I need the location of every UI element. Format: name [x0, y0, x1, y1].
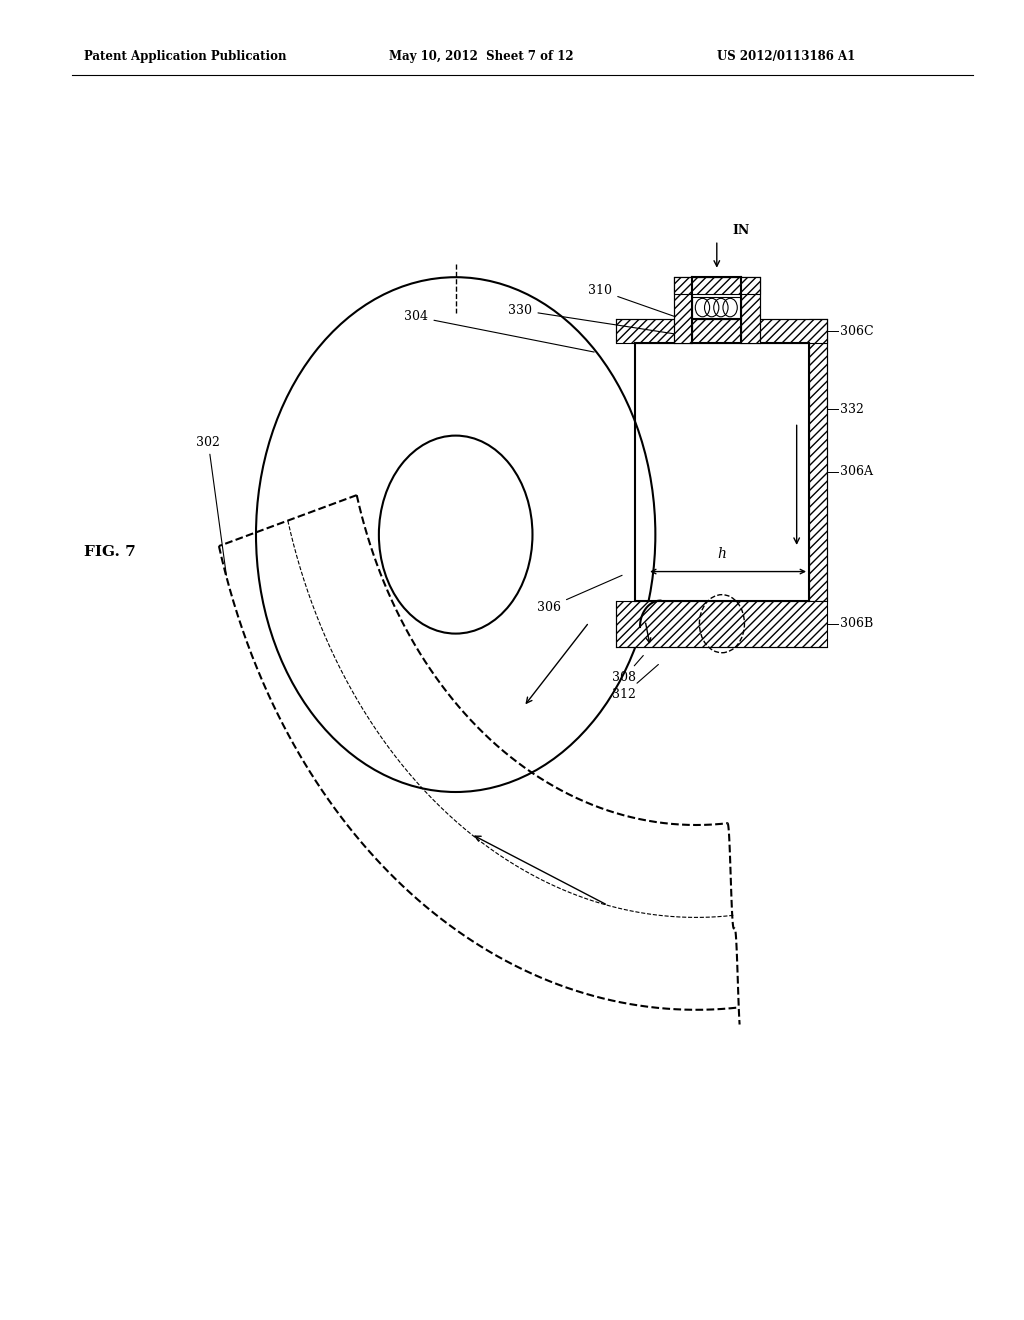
Text: 306: 306 [538, 576, 623, 614]
Text: 306A: 306A [840, 466, 872, 478]
Text: US 2012/0113186 A1: US 2012/0113186 A1 [717, 50, 855, 63]
Text: May 10, 2012  Sheet 7 of 12: May 10, 2012 Sheet 7 of 12 [389, 50, 573, 63]
Text: IN: IN [732, 224, 750, 238]
Text: 330: 330 [509, 304, 689, 337]
Text: 332: 332 [840, 403, 863, 416]
Text: 312: 312 [612, 664, 658, 701]
Bar [616, 319, 827, 343]
Bar [809, 319, 827, 601]
Text: h: h [718, 546, 726, 561]
Bar [616, 601, 827, 647]
Text: 304: 304 [404, 310, 594, 352]
Bar [741, 277, 760, 343]
Bar [674, 277, 760, 294]
Text: Patent Application Publication: Patent Application Publication [84, 50, 287, 63]
Bar [674, 277, 692, 343]
Text: 308: 308 [612, 656, 643, 684]
Text: FIG. 7: FIG. 7 [84, 545, 136, 558]
Text: 310: 310 [589, 284, 680, 318]
Text: 302: 302 [197, 436, 226, 576]
Text: 306C: 306C [840, 325, 873, 338]
Text: 306B: 306B [840, 618, 872, 630]
